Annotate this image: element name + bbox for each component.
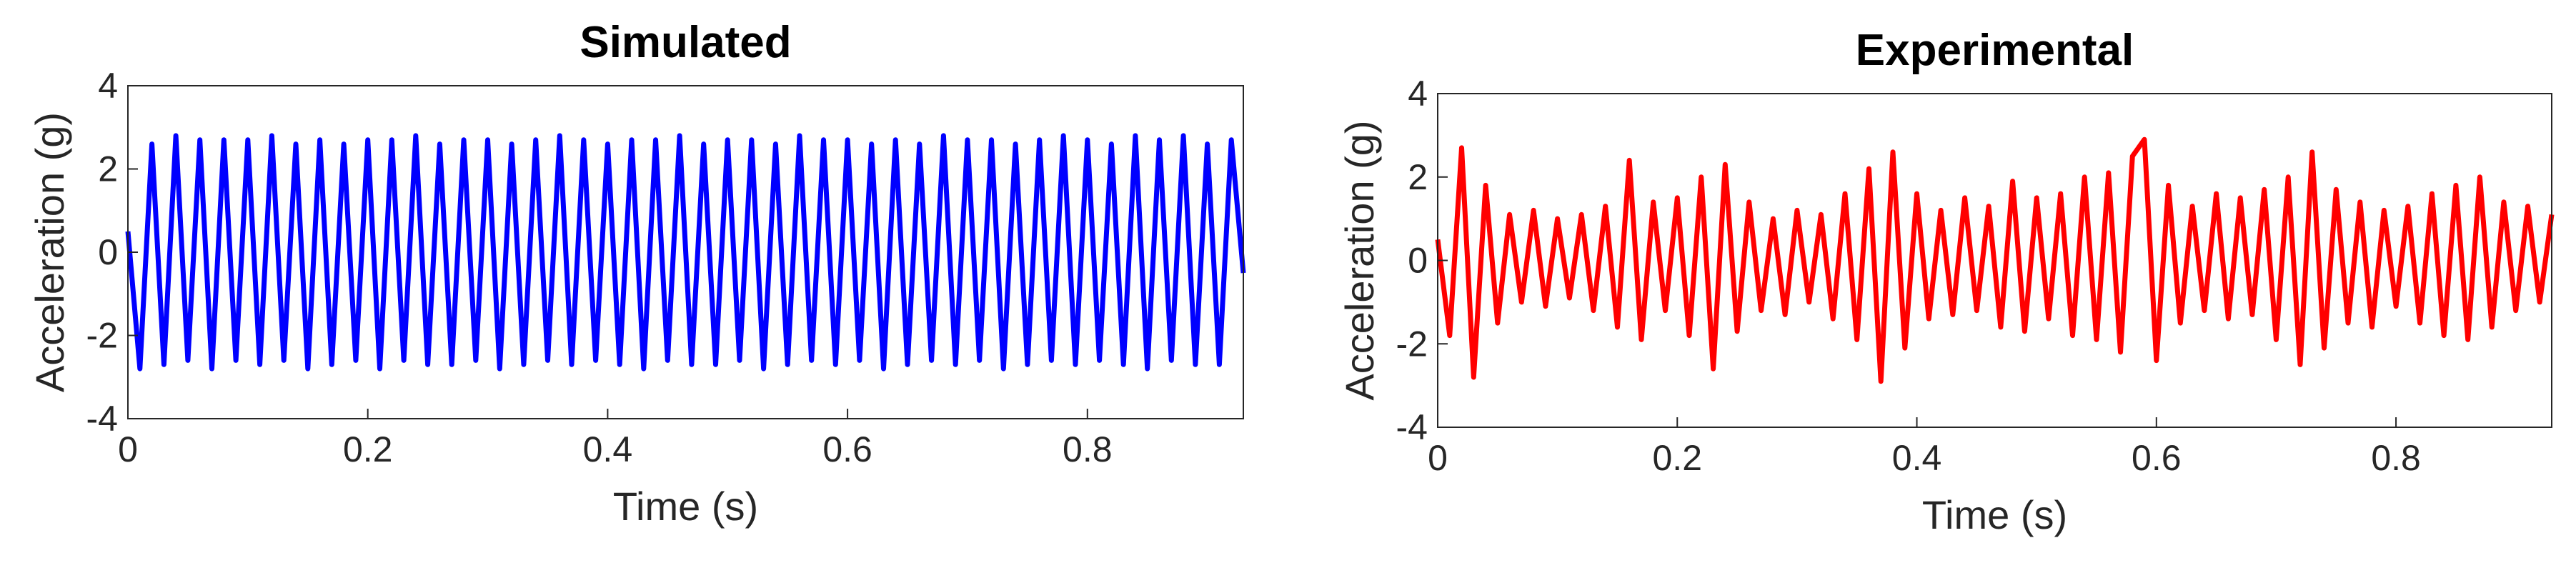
x-tick-label: 0.8 [2371,438,2421,478]
signal-line [125,133,1246,372]
x-tick-label: 0.4 [1892,438,1942,478]
y-tick-label: -4 [86,399,118,439]
y-tick-label: 0 [98,232,118,272]
x-tick-label: 0.2 [1653,438,1703,478]
x-tick-label: 0.2 [343,429,393,469]
y-tick-label: 2 [1408,157,1428,197]
y-tick-label: -4 [1396,407,1428,447]
y-axis-label: Acceleration (g) [1337,120,1382,400]
y-tick-label: -2 [1396,324,1428,364]
y-axis-label: Acceleration (g) [27,112,72,392]
y-tick-label: -2 [86,316,118,356]
x-tick-label: 0.8 [1063,429,1113,469]
x-axis-label: Time (s) [613,484,758,529]
x-axis-label: Time (s) [1922,492,2067,537]
signal-line [1435,136,2555,384]
x-tick-label: 0.6 [2132,438,2182,478]
chart-title: Simulated [580,18,791,67]
y-tick-label: 4 [1408,74,1428,114]
y-tick-label: 2 [98,149,118,189]
x-tick-label: 0.6 [822,429,872,469]
x-tick-label: 0 [1428,438,1448,478]
y-tick-label: 0 [1408,241,1428,281]
x-tick-label: 0 [118,429,138,469]
y-tick-label: 4 [98,66,118,106]
chart-title: Experimental [1856,26,2134,75]
x-tick-label: 0.4 [583,429,633,469]
